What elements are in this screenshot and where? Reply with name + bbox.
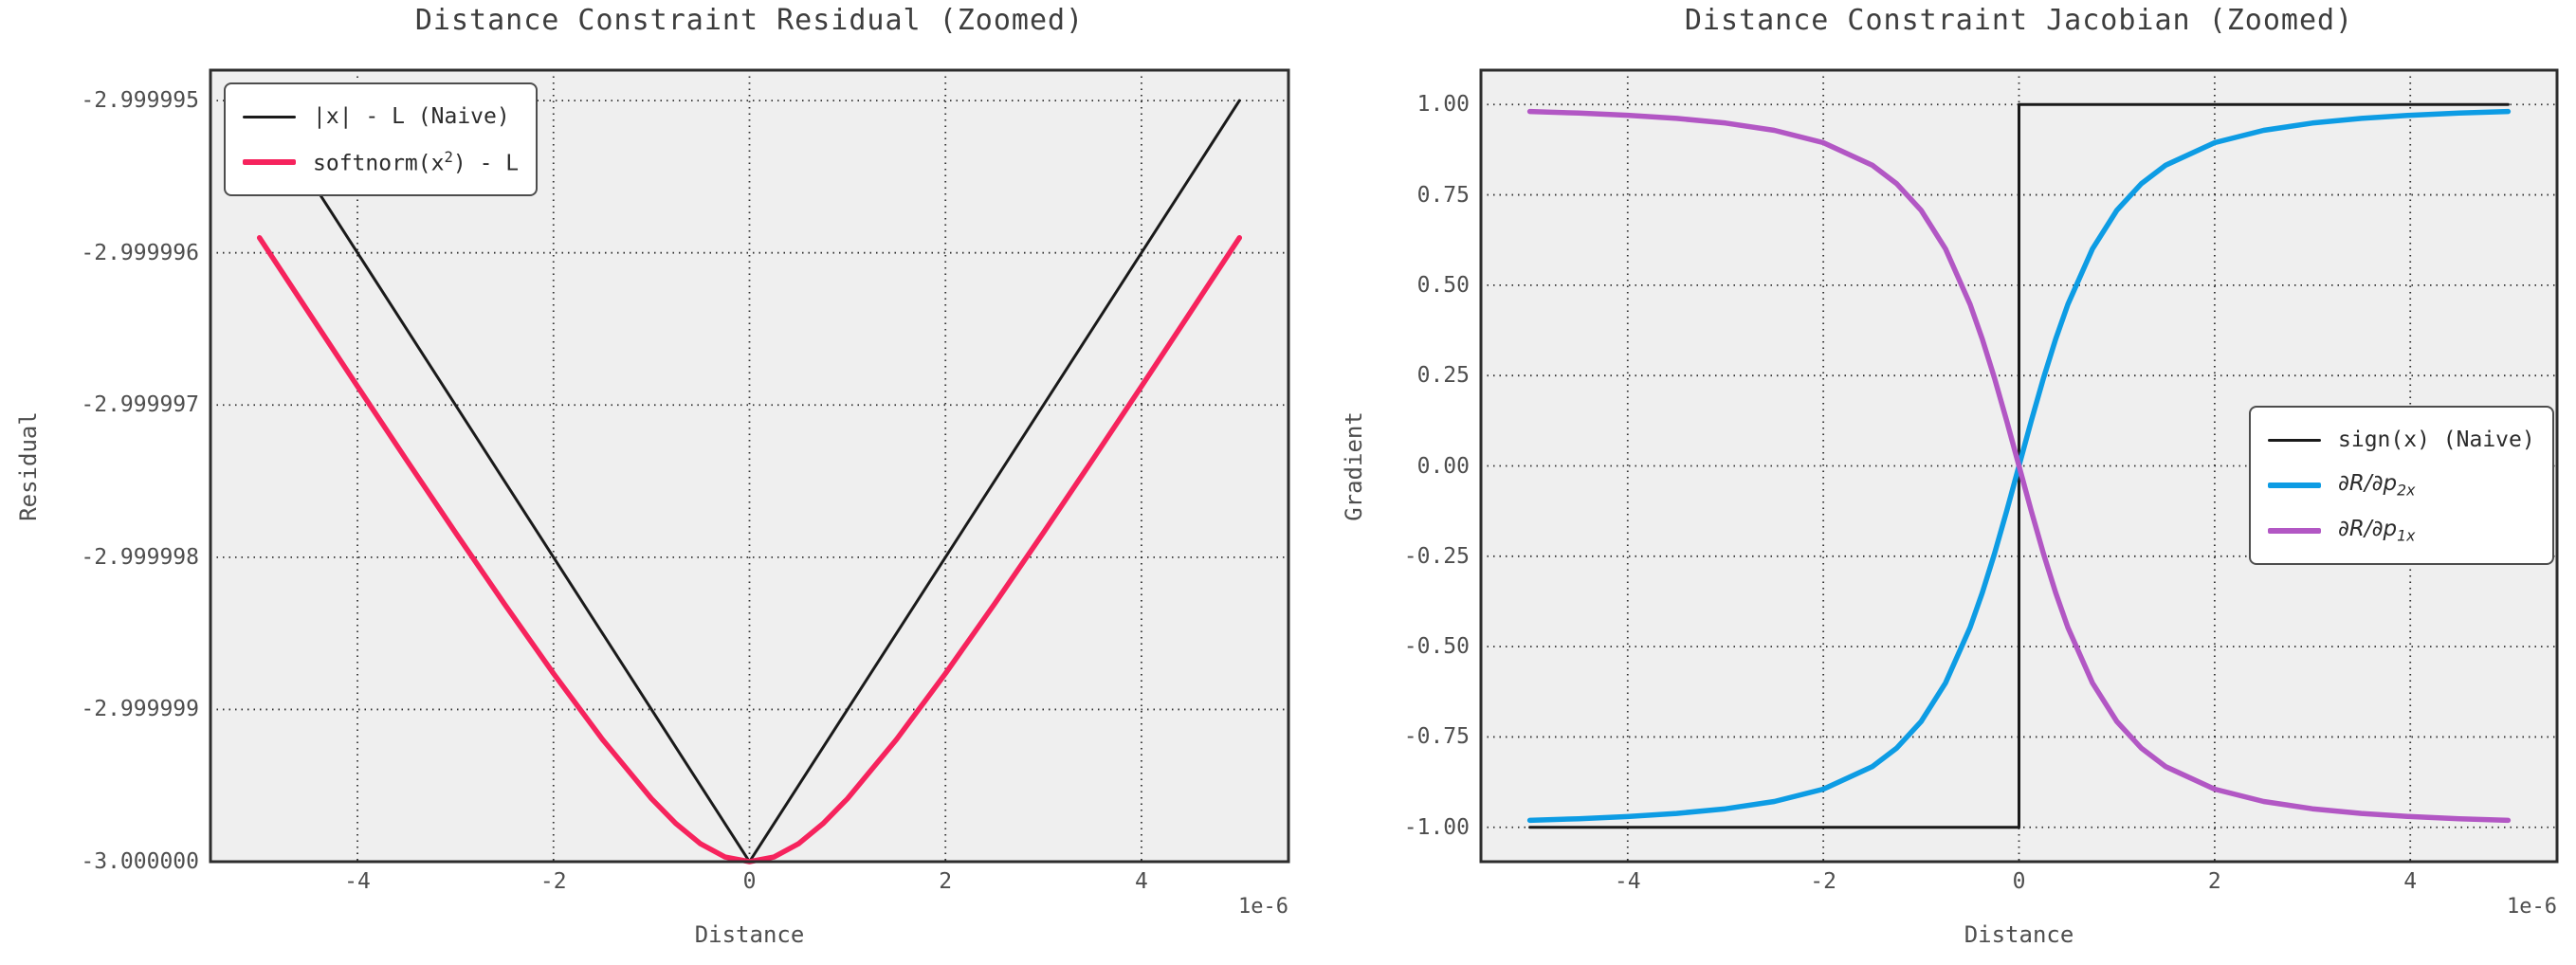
x-tick-label: -4 xyxy=(344,869,371,894)
x-tick-label: -2 xyxy=(1810,869,1836,894)
y-tick-label: -2.999996 xyxy=(81,240,199,265)
series-dr-dp-2x xyxy=(1526,108,2512,824)
legend-label: softnorm(x2) - L xyxy=(313,148,520,176)
y-tick-label: -0.75 xyxy=(1403,724,1470,750)
legend-label: ∂R/∂p2x xyxy=(2338,471,2416,500)
x-tick-label: 2 xyxy=(2207,869,2221,894)
y-tick-label: -2.999999 xyxy=(81,697,199,722)
plot-face xyxy=(210,70,1288,862)
residual-x-offset-label: 1e-6 xyxy=(1238,895,1288,919)
legend-label: |x| - L (Naive) xyxy=(313,104,510,129)
y-tick-label: -2.999998 xyxy=(81,544,199,570)
legend-row: ∂R/∂p1x xyxy=(2268,508,2535,554)
residual-x-axis-label: Distance xyxy=(694,921,805,948)
residual-y-axis-label: Residual xyxy=(15,410,42,521)
y-tick-label: -3.000000 xyxy=(81,849,199,874)
y-tick-label: 0.50 xyxy=(1416,272,1470,298)
y-tick-label: -0.50 xyxy=(1403,634,1470,660)
x-tick-label: 4 xyxy=(1135,869,1148,894)
jacobian-x-offset-label: 1e-6 xyxy=(2507,895,2557,919)
y-tick-label: 0.25 xyxy=(1416,363,1470,389)
y-tick-label: -1.00 xyxy=(1403,814,1470,840)
legend-line-swatch xyxy=(243,115,296,118)
jacobian-plot-title: Distance Constraint Jacobian (Zoomed) xyxy=(1684,4,2354,37)
legend-line-swatch xyxy=(243,159,296,165)
y-tick-label: 0.75 xyxy=(1416,182,1470,208)
legend-row: softnorm(x2) - L xyxy=(243,139,519,185)
x-tick-label: 0 xyxy=(742,869,757,894)
y-tick-label: -2.999997 xyxy=(81,392,199,418)
x-tick-label: 0 xyxy=(2012,869,2026,894)
y-tick-label: 0.00 xyxy=(1416,453,1470,479)
legend-label: sign(x) (Naive) xyxy=(2338,428,2535,452)
jacobian-y-axis-label: Gradient xyxy=(1341,410,1367,521)
x-tick-label: 2 xyxy=(939,869,953,894)
series-sign-x-naive- xyxy=(1528,102,2510,829)
x-tick-label: -2 xyxy=(539,869,567,894)
plot-face xyxy=(1481,70,2557,862)
legend-line-swatch xyxy=(2268,438,2321,442)
jacobian-legend: sign(x) (Naive) ∂R/∂p2x ∂R/∂p1x xyxy=(2249,406,2554,565)
jacobian-x-axis-label: Distance xyxy=(1964,921,2074,948)
legend-row: |x| - L (Naive) xyxy=(243,94,519,139)
y-tick-label: -0.25 xyxy=(1403,543,1470,569)
legend-row: ∂R/∂p2x xyxy=(2268,463,2535,508)
series--x-l-naive- xyxy=(258,99,1241,864)
residual-plot-title: Distance Constraint Residual (Zoomed) xyxy=(414,4,1085,37)
x-tick-label: 4 xyxy=(2403,869,2418,894)
legend-row: sign(x) (Naive) xyxy=(2268,417,2535,463)
series-softnorm-x-2-l xyxy=(256,235,1243,865)
legend-label: ∂R/∂p1x xyxy=(2338,517,2416,545)
axes-frame xyxy=(209,68,1290,864)
y-tick-label: 1.00 xyxy=(1416,92,1470,118)
series-dr-dp-1x xyxy=(1526,108,2512,824)
x-tick-label: -4 xyxy=(1614,869,1641,894)
y-tick-label: -2.999995 xyxy=(81,88,199,114)
axes-frame xyxy=(1479,68,2559,864)
legend-line-swatch xyxy=(2268,528,2321,534)
legend-line-swatch xyxy=(2268,482,2321,488)
residual-legend: |x| - L (Naive) softnorm(x2) - L xyxy=(224,82,539,196)
